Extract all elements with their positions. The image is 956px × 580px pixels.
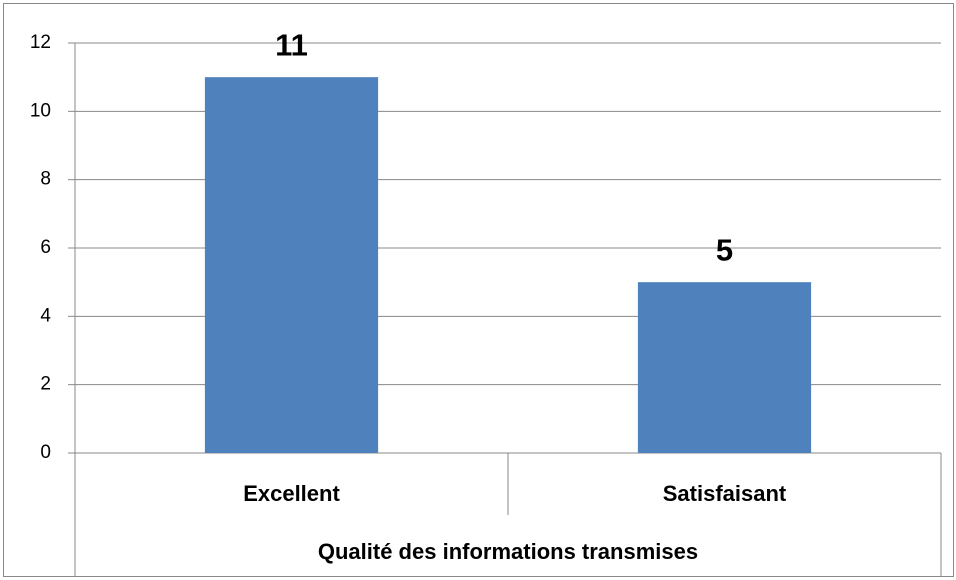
x-tick-label: Satisfaisant	[663, 481, 787, 506]
x-tick-label: Excellent	[243, 481, 340, 506]
y-tick-label: 4	[40, 305, 51, 326]
bar	[637, 282, 812, 453]
x-axis-title: Qualité des informations transmises	[318, 539, 698, 564]
bar	[204, 77, 379, 454]
data-label: 5	[716, 232, 733, 267]
y-tick-label: 10	[30, 100, 51, 121]
y-tick-label: 8	[40, 169, 51, 190]
y-tick-label: 12	[30, 32, 51, 53]
y-tick-label: 2	[40, 374, 51, 395]
y-tick-label: 0	[40, 442, 51, 463]
y-tick-label: 6	[40, 237, 51, 258]
data-label: 11	[275, 27, 308, 62]
